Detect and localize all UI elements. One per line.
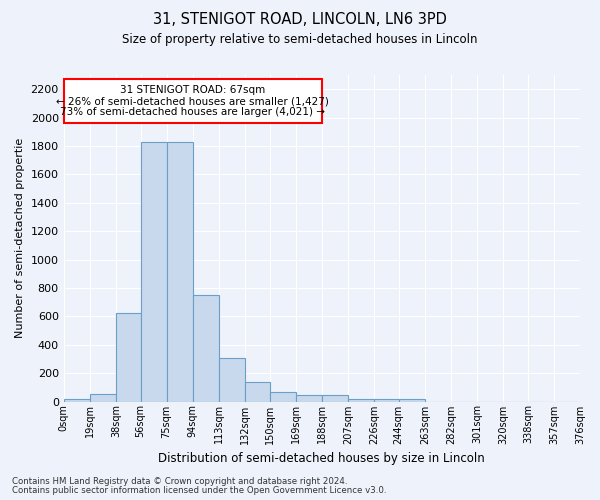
Bar <box>348 398 374 402</box>
Text: 31 STENIGOT ROAD: 67sqm: 31 STENIGOT ROAD: 67sqm <box>120 86 265 96</box>
Bar <box>269 392 296 402</box>
Bar <box>140 142 167 402</box>
Bar <box>219 358 245 402</box>
Bar <box>64 398 90 402</box>
Bar <box>245 382 269 402</box>
Y-axis label: Number of semi-detached propertie: Number of semi-detached propertie <box>15 138 25 338</box>
X-axis label: Distribution of semi-detached houses by size in Lincoln: Distribution of semi-detached houses by … <box>158 452 485 465</box>
Text: 31, STENIGOT ROAD, LINCOLN, LN6 3PD: 31, STENIGOT ROAD, LINCOLN, LN6 3PD <box>153 12 447 28</box>
Bar <box>167 142 193 402</box>
Bar <box>296 395 322 402</box>
Bar <box>399 398 425 402</box>
Text: Contains public sector information licensed under the Open Government Licence v3: Contains public sector information licen… <box>12 486 386 495</box>
Text: 73% of semi-detached houses are larger (4,021) →: 73% of semi-detached houses are larger (… <box>60 108 325 118</box>
Text: ← 26% of semi-detached houses are smaller (1,427): ← 26% of semi-detached houses are smalle… <box>56 96 329 106</box>
Bar <box>193 295 219 402</box>
Text: Size of property relative to semi-detached houses in Lincoln: Size of property relative to semi-detach… <box>122 32 478 46</box>
Bar <box>116 313 140 402</box>
Bar <box>64 80 322 124</box>
Bar <box>374 398 399 402</box>
Bar <box>322 395 348 402</box>
Bar <box>90 394 116 402</box>
Text: Contains HM Land Registry data © Crown copyright and database right 2024.: Contains HM Land Registry data © Crown c… <box>12 477 347 486</box>
